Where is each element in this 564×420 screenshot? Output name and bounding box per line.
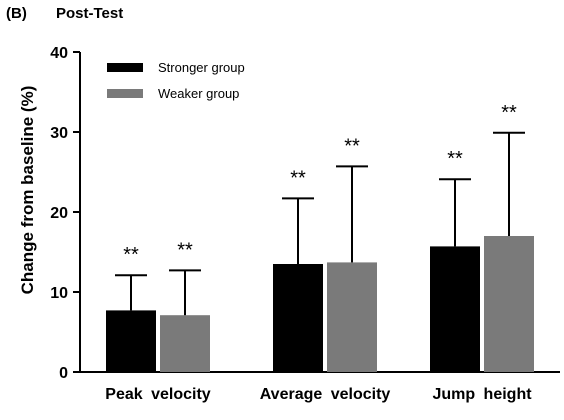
significance-jump-height-stronger: ** <box>447 148 463 170</box>
x-tick-label-jump-height: Jump height <box>432 386 532 403</box>
legend-swatch-stronger <box>107 63 143 72</box>
legend-label-weaker: Weaker group <box>158 86 239 101</box>
significance-jump-height-weaker: ** <box>501 102 517 124</box>
bar-average-velocity-weaker <box>327 262 377 372</box>
significance-average-velocity-stronger: ** <box>290 167 306 189</box>
bar-jump-height-weaker <box>484 236 534 372</box>
y-tick-label-40: 40 <box>50 45 68 62</box>
x-tick-label-peak-velocity: Peak velocity <box>105 386 211 403</box>
significance-peak-velocity-stronger: ** <box>123 244 139 266</box>
panel-label: (B) <box>6 5 27 22</box>
bar-peak-velocity-weaker <box>160 315 210 372</box>
bar-peak-velocity-stronger <box>106 310 156 372</box>
significance-average-velocity-weaker: ** <box>344 135 360 157</box>
legend-swatch-weaker <box>107 89 143 98</box>
bar-jump-height-stronger <box>430 246 480 372</box>
chart-title: Post-Test <box>56 5 124 22</box>
significance-peak-velocity-weaker: ** <box>177 239 193 261</box>
bar-average-velocity-stronger <box>273 264 323 372</box>
y-tick-label-20: 20 <box>50 205 68 222</box>
legend-label-stronger: Stronger group <box>158 60 245 75</box>
x-tick-label-average-velocity: Average velocity <box>260 386 391 403</box>
y-tick-label-0: 0 <box>59 365 68 382</box>
y-tick-label-30: 30 <box>50 125 68 142</box>
y-tick-label-10: 10 <box>50 285 68 302</box>
